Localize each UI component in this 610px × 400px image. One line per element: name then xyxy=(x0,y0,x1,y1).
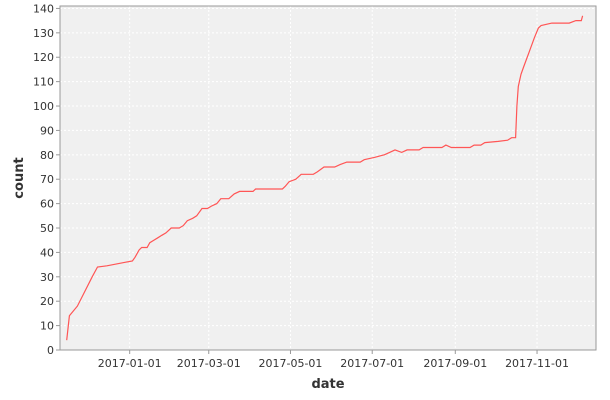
y-tick-label: 10 xyxy=(40,320,54,333)
plot-frame xyxy=(59,5,597,351)
x-tick-label: 2017-07-01 xyxy=(340,357,404,370)
x-tick-label: 2017-11-01 xyxy=(505,357,569,370)
y-tick-label: 110 xyxy=(33,76,54,89)
y-axis-label: count xyxy=(12,157,27,198)
y-tick-label: 80 xyxy=(40,149,54,162)
y-tick-label: 90 xyxy=(40,124,54,137)
y-tick-label: 20 xyxy=(40,295,54,308)
y-tick-label: 70 xyxy=(40,173,54,186)
grid-lines xyxy=(60,6,596,351)
x-tick-label: 2017-01-01 xyxy=(98,357,162,370)
y-tick-label: 140 xyxy=(33,2,54,15)
x-tick-label: 2017-05-01 xyxy=(259,357,323,370)
y-axis: 0 10 20 30 40 50 60 70 80 90 100 110 120 130 140 xyxy=(33,2,60,357)
y-tick-label: 50 xyxy=(40,222,54,235)
x-tick-label: 2017-09-01 xyxy=(423,357,487,370)
series-line xyxy=(66,15,584,341)
y-tick-label: 0 xyxy=(47,344,54,357)
y-tick-label: 40 xyxy=(40,246,54,259)
y-tick-label: 130 xyxy=(33,27,54,40)
y-tick-label: 60 xyxy=(40,198,54,211)
x-tick-label: 2017-03-01 xyxy=(177,357,241,370)
y-tick-label: 100 xyxy=(33,100,54,113)
y-tick-label: 30 xyxy=(40,271,54,284)
x-axis-label: date xyxy=(311,377,344,392)
plot-area xyxy=(60,6,596,350)
y-tick-label: 120 xyxy=(33,51,54,64)
x-axis: 2017-01-01 2017-03-01 2017-05-01 2017-07-01… xyxy=(98,350,569,370)
